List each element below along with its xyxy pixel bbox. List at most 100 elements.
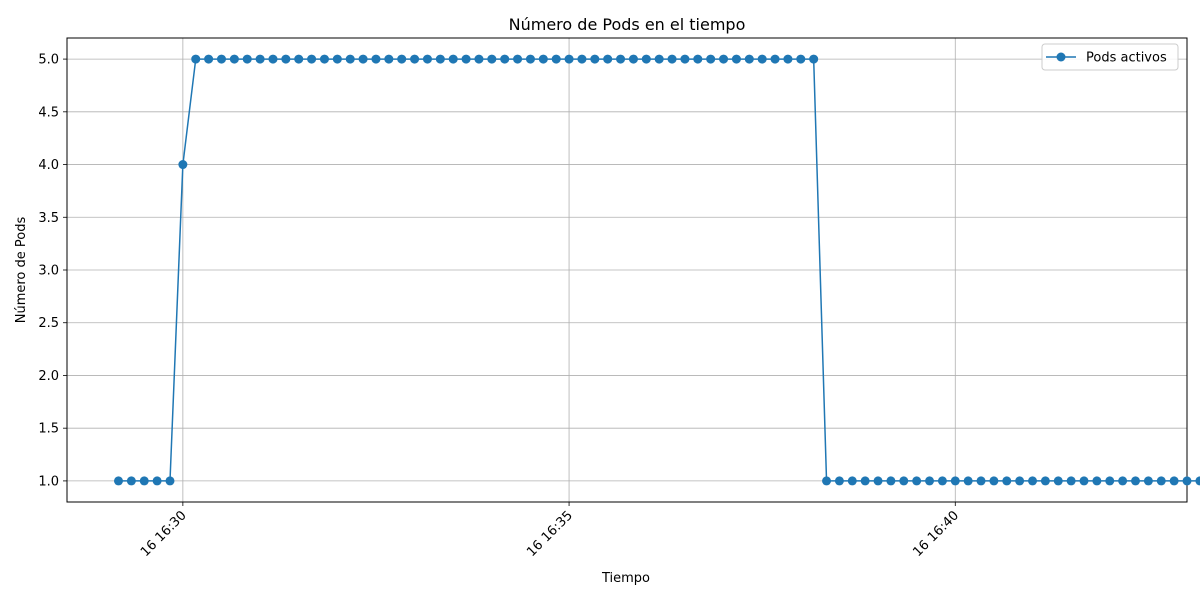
x-tick-label: 16 16:35 — [524, 508, 576, 560]
y-tick-label: 4.0 — [38, 158, 59, 173]
data-point — [384, 54, 394, 64]
data-point — [307, 54, 317, 64]
data-point — [847, 476, 857, 486]
data-point — [590, 54, 600, 64]
legend-marker-swatch — [1056, 52, 1066, 62]
data-point — [1118, 476, 1128, 486]
data-point — [216, 54, 226, 64]
data-point — [1079, 476, 1089, 486]
y-tick-label: 3.5 — [38, 211, 59, 226]
data-point — [719, 54, 729, 64]
y-tick-label: 3.0 — [38, 264, 59, 279]
data-point — [371, 54, 381, 64]
data-point — [1066, 476, 1076, 486]
data-point — [1092, 476, 1102, 486]
data-point — [796, 54, 806, 64]
y-axis: 1.0 1.5 2.0 2.5 3.0 3.5 4.0 4.5 5.0 — [38, 53, 67, 489]
x-tick-label: 16 16:40 — [910, 508, 962, 560]
data-point — [229, 54, 239, 64]
data-point — [255, 54, 265, 64]
data-point — [448, 54, 458, 64]
legend-entry-pods-activos: Pods activos — [1086, 51, 1167, 66]
data-point — [204, 54, 214, 64]
data-point — [693, 54, 703, 64]
data-point — [461, 54, 471, 64]
legend: Pods activos — [1041, 43, 1179, 71]
y-axis-title: Número de Pods — [14, 217, 29, 324]
data-point — [757, 54, 767, 64]
y-tick-label: 5.0 — [38, 53, 59, 68]
y-tick-label: 2.5 — [38, 316, 59, 331]
data-point — [551, 54, 561, 64]
data-point — [1053, 476, 1063, 486]
data-point — [744, 54, 754, 64]
data-point — [925, 476, 935, 486]
data-point — [963, 476, 973, 486]
data-point — [577, 54, 587, 64]
data-point — [1131, 476, 1141, 486]
data-point — [899, 476, 909, 486]
data-point — [474, 54, 484, 64]
data-point — [912, 476, 922, 486]
data-point — [113, 476, 123, 486]
data-point — [178, 160, 188, 170]
y-tick-label: 2.0 — [38, 369, 59, 384]
series-pods-activos — [113, 54, 1200, 486]
data-point — [731, 54, 741, 64]
data-point — [667, 54, 677, 64]
data-point — [152, 476, 162, 486]
data-point — [332, 54, 342, 64]
data-point — [538, 54, 548, 64]
data-point — [358, 54, 368, 64]
data-point — [886, 476, 896, 486]
data-point — [1040, 476, 1050, 486]
data-point — [989, 476, 999, 486]
data-point — [1015, 476, 1025, 486]
data-point — [641, 54, 651, 64]
data-point — [860, 476, 870, 486]
data-point — [564, 54, 574, 64]
data-point — [822, 476, 832, 486]
data-point — [834, 476, 844, 486]
data-point — [165, 476, 175, 486]
data-point — [680, 54, 690, 64]
data-point — [345, 54, 355, 64]
data-point — [1156, 476, 1166, 486]
data-point — [1028, 476, 1038, 486]
data-point — [1002, 476, 1012, 486]
y-tick-label: 4.5 — [38, 105, 59, 120]
data-point — [435, 54, 445, 64]
x-axis-title: Tiempo — [601, 571, 650, 586]
data-point — [603, 54, 613, 64]
data-point — [410, 54, 420, 64]
data-point — [1169, 476, 1179, 486]
legend-box — [1041, 43, 1179, 71]
grid-lines — [67, 38, 1187, 502]
data-point — [937, 476, 947, 486]
data-point — [525, 54, 535, 64]
data-point — [976, 476, 986, 486]
data-point — [706, 54, 716, 64]
data-point — [770, 54, 780, 64]
data-point — [809, 54, 819, 64]
y-tick-label: 1.0 — [38, 474, 59, 489]
data-point — [628, 54, 638, 64]
data-point — [319, 54, 329, 64]
data-point — [422, 54, 432, 64]
data-point — [1105, 476, 1115, 486]
data-point — [783, 54, 793, 64]
data-point — [268, 54, 278, 64]
data-point — [1143, 476, 1153, 486]
y-tick-label: 1.5 — [38, 422, 59, 437]
data-point — [126, 476, 136, 486]
data-point — [487, 54, 497, 64]
x-tick-label: 16 16:30 — [138, 508, 190, 560]
data-point — [950, 476, 960, 486]
data-point — [242, 54, 252, 64]
data-point — [500, 54, 510, 64]
data-point — [139, 476, 149, 486]
data-point — [281, 54, 291, 64]
data-point — [191, 54, 201, 64]
data-point — [513, 54, 523, 64]
